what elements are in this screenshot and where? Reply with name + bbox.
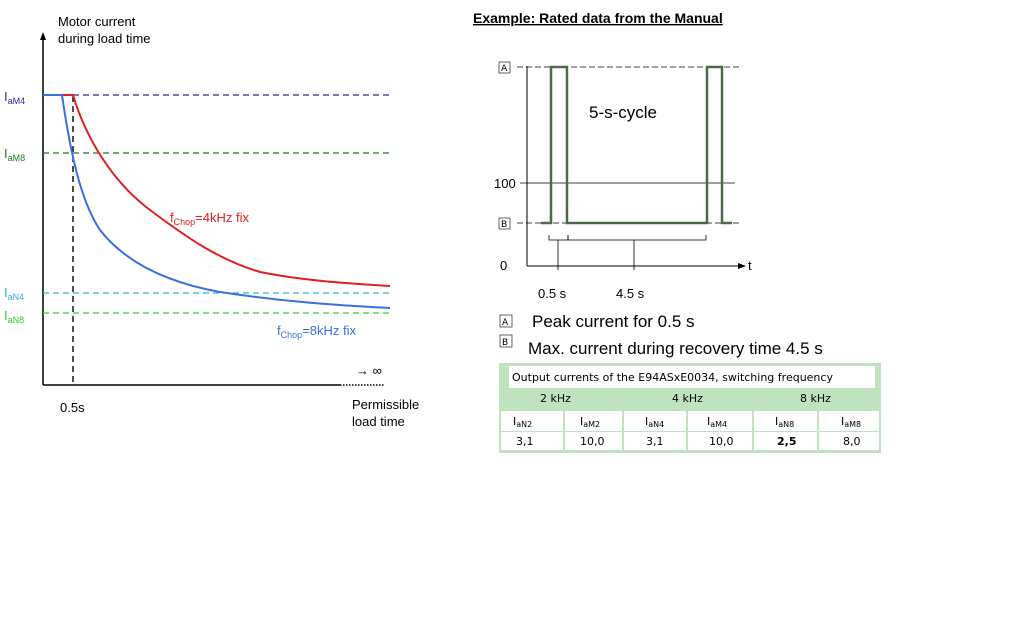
table-value-iam4: 10,0 bbox=[709, 435, 734, 448]
table-value-cell bbox=[565, 432, 622, 450]
cycle-marker-a-box bbox=[498, 61, 511, 74]
y-axis-label-line1: Motor current bbox=[58, 14, 136, 29]
bracket-0-5s bbox=[548, 235, 569, 270]
legend-a-text: Peak current for 0.5 s bbox=[532, 312, 695, 331]
legend-b-box bbox=[499, 334, 513, 348]
series-line-4khz bbox=[43, 94, 391, 287]
series-line-8khz bbox=[43, 94, 391, 309]
bracket-4-5s bbox=[567, 235, 707, 270]
legend-a-box bbox=[499, 314, 513, 328]
x-axis-label-line1: Permissible bbox=[352, 397, 419, 412]
table-caption: Output currents of the E94ASxE0034, swit… bbox=[512, 371, 833, 384]
table-header-cell bbox=[501, 411, 563, 431]
legend-a-marker: A bbox=[502, 318, 509, 328]
table-header-iam4: IaM4 bbox=[707, 415, 727, 429]
table-value-ian8: 2,5 bbox=[777, 435, 797, 448]
legend-b-text: Max. current during recovery time 4.5 s bbox=[528, 339, 823, 358]
cycle-marker-b: B bbox=[501, 220, 507, 230]
table-header-ian8: IaN8 bbox=[775, 415, 794, 429]
table-value-ian2: 3,1 bbox=[516, 435, 534, 448]
time-marker-label: 0.5s bbox=[60, 400, 85, 415]
table-value-cell bbox=[754, 432, 817, 450]
cycle-chart: t 0 100 A B 5-s-cycle 0.5 s 4.5 s bbox=[494, 61, 752, 301]
table-header-iam2: IaM2 bbox=[580, 415, 600, 429]
table-header-cell bbox=[754, 411, 817, 431]
table-value-cell bbox=[688, 432, 752, 450]
legend-b-marker: B bbox=[502, 338, 508, 348]
x-axis-label-line2: load time bbox=[352, 414, 405, 429]
table-header-cell bbox=[565, 411, 622, 431]
table-freq-4khz: 4 kHz bbox=[672, 392, 703, 405]
cycle-x-axis-letter: t bbox=[748, 258, 752, 273]
table-value-iam8: 8,0 bbox=[843, 435, 861, 448]
level-label-ian8: IaN8 bbox=[4, 308, 24, 325]
table-caption-box bbox=[509, 366, 875, 388]
table-header-ian2: IaN2 bbox=[513, 415, 532, 429]
output-currents-table: Output currents of the E94ASxE0034, swit… bbox=[499, 363, 881, 453]
y-axis-label-line2: during load time bbox=[58, 31, 151, 46]
cycle-100-label: 100 bbox=[494, 176, 516, 191]
table-header-cell bbox=[624, 411, 686, 431]
table-value-cell bbox=[819, 432, 879, 450]
table-freq-8khz: 8 kHz bbox=[800, 392, 831, 405]
table-value-ian4: 3,1 bbox=[646, 435, 664, 448]
series-label-4khz: fChop=4kHz fix bbox=[170, 210, 249, 227]
series-label-8khz: fChop=8kHz fix bbox=[277, 323, 356, 340]
table-freq-2khz: 2 kHz bbox=[540, 392, 571, 405]
cycle-marker-a: A bbox=[501, 64, 508, 74]
table-value-cell bbox=[624, 432, 686, 450]
cycle-x-axis-arrow bbox=[738, 263, 746, 269]
infinity-label: → ∞ bbox=[356, 363, 382, 378]
table-value-cell bbox=[501, 432, 563, 450]
table-header-iam8: IaM8 bbox=[841, 415, 861, 429]
table-header-ian4: IaN4 bbox=[645, 415, 664, 429]
y-axis-arrow bbox=[40, 32, 46, 40]
level-label-iam4: IaM4 bbox=[4, 89, 25, 106]
cycle-label: 5-s-cycle bbox=[589, 103, 657, 122]
cycle-waveform bbox=[541, 65, 732, 225]
table-header-cell bbox=[688, 411, 752, 431]
table-value-iam2: 10,0 bbox=[580, 435, 605, 448]
table-header-cell bbox=[819, 411, 879, 431]
right-title: Example: Rated data from the Manual bbox=[473, 10, 723, 26]
x-label-0-5s: 0.5 s bbox=[538, 286, 567, 301]
left-chart: Motor current during load time IaM4 IaM8… bbox=[4, 14, 419, 429]
cycle-zero-label: 0 bbox=[500, 258, 507, 273]
level-label-iam8: IaM8 bbox=[4, 146, 25, 163]
cycle-marker-b-box bbox=[498, 217, 511, 230]
x-label-4-5s: 4.5 s bbox=[616, 286, 645, 301]
level-label-ian4: IaN4 bbox=[4, 285, 24, 302]
